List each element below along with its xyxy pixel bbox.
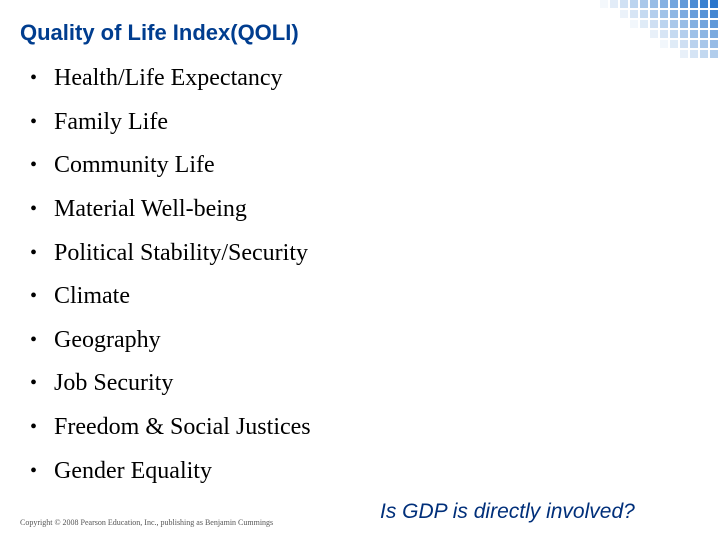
- bullet-icon: •: [30, 459, 38, 482]
- corner-grid-square: [650, 0, 658, 8]
- copyright-notice: Copyright © 2008 Pearson Education, Inc.…: [20, 518, 274, 527]
- corner-grid-square: [690, 0, 698, 8]
- bullet-item: • Gender Equality: [30, 449, 311, 493]
- corner-decoration-grid: [600, 0, 718, 58]
- corner-grid-square: [710, 50, 718, 58]
- corner-grid-square: [690, 20, 698, 28]
- corner-grid-square: [670, 0, 678, 8]
- bullet-text: Climate: [54, 283, 130, 310]
- corner-grid-square: [690, 50, 698, 58]
- corner-grid-square: [710, 40, 718, 48]
- corner-grid-square: [710, 10, 718, 18]
- corner-grid-square: [670, 10, 678, 18]
- corner-grid-square: [620, 10, 628, 18]
- corner-grid-square: [710, 20, 718, 28]
- corner-grid-square: [670, 30, 678, 38]
- bullet-item: • Climate: [30, 275, 311, 319]
- bullet-item: • Material Well-being: [30, 188, 311, 232]
- corner-grid-square: [600, 0, 608, 8]
- bullet-icon: •: [30, 67, 38, 90]
- bullet-list: • Health/Life Expectancy • Family Life • Co…: [30, 57, 311, 493]
- corner-grid-square: [680, 10, 688, 18]
- corner-grid-square: [640, 0, 648, 8]
- bullet-icon: •: [30, 416, 38, 439]
- corner-grid-square: [680, 30, 688, 38]
- corner-grid-square: [700, 0, 708, 8]
- corner-grid-square: [630, 10, 638, 18]
- bullet-item: • Political Stability/Security: [30, 231, 311, 275]
- slide-title: Quality of Life Index(QOLI): [20, 20, 299, 45]
- bullet-text: Community Life: [54, 152, 215, 179]
- corner-grid-square: [630, 0, 638, 8]
- corner-grid-square: [650, 30, 658, 38]
- bullet-text: Job Security: [54, 370, 174, 397]
- corner-grid-square: [700, 50, 708, 58]
- bullet-text: Gender Equality: [54, 457, 212, 484]
- corner-grid-square: [660, 20, 668, 28]
- bullet-item: • Community Life: [30, 144, 311, 188]
- corner-grid-square: [690, 40, 698, 48]
- bullet-icon: •: [30, 154, 38, 177]
- bullet-icon: •: [30, 285, 38, 308]
- corner-grid-square: [700, 20, 708, 28]
- corner-grid-square: [700, 30, 708, 38]
- corner-grid-square: [680, 40, 688, 48]
- corner-grid-square: [700, 10, 708, 18]
- bullet-item: • Family Life: [30, 101, 311, 145]
- corner-grid-square: [690, 30, 698, 38]
- bullet-text: Geography: [54, 326, 161, 353]
- bullet-text: Family Life: [54, 108, 168, 135]
- corner-grid-square: [630, 20, 638, 28]
- bullet-item: • Job Security: [30, 362, 311, 406]
- bullet-icon: •: [30, 110, 38, 133]
- corner-grid-square: [640, 20, 648, 28]
- bullet-icon: •: [30, 241, 38, 264]
- corner-grid-square: [690, 10, 698, 18]
- corner-grid-square: [660, 30, 668, 38]
- bullet-item: • Geography: [30, 319, 311, 363]
- corner-grid-square: [610, 0, 618, 8]
- corner-grid-square: [620, 0, 628, 8]
- bullet-text: Health/Life Expectancy: [54, 65, 283, 92]
- corner-grid-square: [670, 40, 678, 48]
- corner-grid-square: [650, 10, 658, 18]
- bullet-item: • Health/Life Expectancy: [30, 57, 311, 101]
- bullet-item: • Freedom & Social Justices: [30, 406, 311, 450]
- bullet-icon: •: [30, 372, 38, 395]
- corner-grid-square: [650, 20, 658, 28]
- bullet-icon: •: [30, 198, 38, 221]
- corner-grid-square: [670, 20, 678, 28]
- bullet-icon: •: [30, 328, 38, 351]
- corner-grid-square: [680, 50, 688, 58]
- corner-grid-square: [700, 40, 708, 48]
- bullet-text: Freedom & Social Justices: [54, 414, 311, 441]
- corner-grid-square: [680, 20, 688, 28]
- corner-grid-square: [660, 40, 668, 48]
- corner-grid-square: [660, 10, 668, 18]
- corner-grid-square: [660, 0, 668, 8]
- corner-grid-square: [640, 10, 648, 18]
- bullet-text: Political Stability/Security: [54, 239, 308, 266]
- corner-grid-square: [680, 0, 688, 8]
- bullet-text: Material Well-being: [54, 196, 247, 223]
- question-text: Is GDP is directly involved?: [380, 500, 635, 523]
- corner-grid-square: [710, 30, 718, 38]
- corner-grid-square: [710, 0, 718, 8]
